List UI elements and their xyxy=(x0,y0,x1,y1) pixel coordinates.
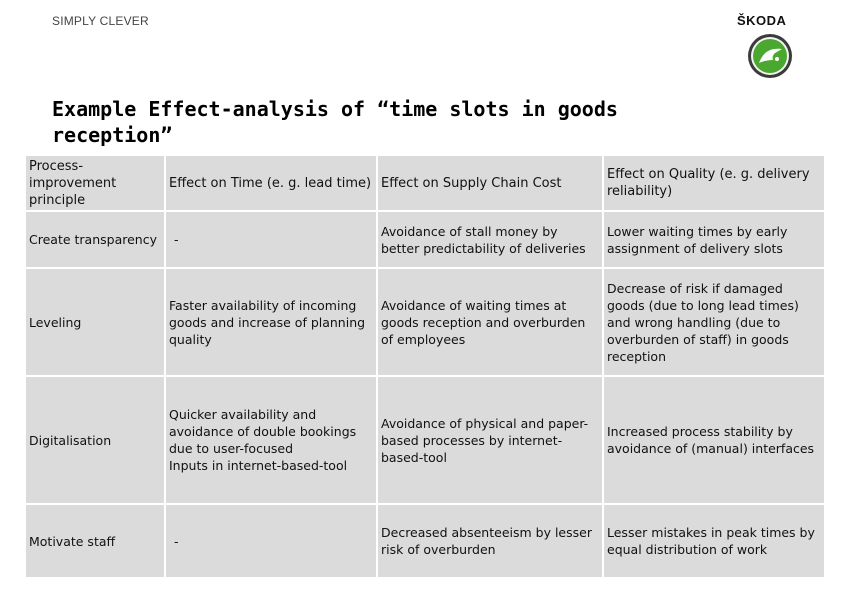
row-quality: Lower waiting times by early assignment … xyxy=(604,212,824,267)
brand-wordmark: ŠKODA xyxy=(737,13,787,28)
effect-analysis-table: Process-improvement principle Effect on … xyxy=(24,154,826,579)
row-quality: Decrease of risk if damaged goods (due t… xyxy=(604,269,824,375)
table-row: Digitalisation Quicker availability and … xyxy=(26,377,824,503)
row-principle: Create transparency xyxy=(26,212,164,267)
header-cost: Effect on Supply Chain Cost xyxy=(378,156,602,210)
row-principle: Motivate staff xyxy=(26,505,164,577)
row-cost: Decreased absenteeism by lesser risk of … xyxy=(378,505,602,577)
table-header-row: Process-improvement principle Effect on … xyxy=(26,156,824,210)
row-time: - xyxy=(166,505,376,577)
row-cost: Avoidance of stall money by better predi… xyxy=(378,212,602,267)
row-cost: Avoidance of waiting times at goods rece… xyxy=(378,269,602,375)
row-cost: Avoidance of physical and paper-based pr… xyxy=(378,377,602,503)
row-time: Faster availability of incoming goods an… xyxy=(166,269,376,375)
row-principle: Leveling xyxy=(26,269,164,375)
row-time: - xyxy=(166,212,376,267)
row-principle: Digitalisation xyxy=(26,377,164,503)
tagline: SIMPLY CLEVER xyxy=(52,14,149,28)
table-row: Motivate staff - Decreased absenteeism b… xyxy=(26,505,824,577)
row-quality: Lesser mistakes in peak times by equal d… xyxy=(604,505,824,577)
page-title: Example Effect-analysis of “time slots i… xyxy=(52,97,618,147)
skoda-arrow-logo-icon xyxy=(748,34,792,78)
header-principle: Process-improvement principle xyxy=(26,156,164,210)
table-row: Leveling Faster availability of incoming… xyxy=(26,269,824,375)
header-time: Effect on Time (e. g. lead time) xyxy=(166,156,376,210)
table-row: Create transparency - Avoidance of stall… xyxy=(26,212,824,267)
row-quality: Increased process stability by avoidance… xyxy=(604,377,824,503)
header-quality: Effect on Quality (e. g. delivery reliab… xyxy=(604,156,824,210)
row-time: Quicker availability and avoidance of do… xyxy=(166,377,376,503)
